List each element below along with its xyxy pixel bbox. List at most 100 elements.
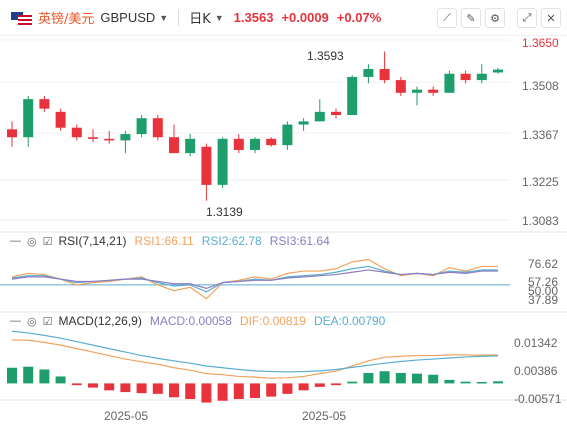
divider xyxy=(178,9,180,26)
flag-gbp-usd-icon xyxy=(10,10,34,25)
candle-body xyxy=(493,69,503,73)
macd-histogram-bar xyxy=(136,383,147,394)
price-axis-label: 1.3508 xyxy=(522,79,559,93)
high-annotation: 1.3593 xyxy=(307,49,344,63)
line-tool-icon[interactable]: ⟋ xyxy=(437,8,457,28)
macd-histogram-bar xyxy=(39,369,50,384)
candle-body xyxy=(55,111,66,128)
low-annotation: 1.3139 xyxy=(206,205,243,219)
candle-body xyxy=(39,99,50,109)
rsi3-value: RSI3:61.64 xyxy=(269,234,330,248)
candle-body xyxy=(347,76,358,116)
rsi-axis-label: 37.89 xyxy=(528,293,558,307)
close-icon[interactable]: ✕ xyxy=(541,8,561,28)
candle-body xyxy=(250,138,260,150)
minus-icon[interactable]: — xyxy=(10,315,21,327)
macd-histogram-bar xyxy=(217,383,228,401)
dif-value: DIF:0.00819 xyxy=(239,314,306,328)
price-axis-label: 1.3367 xyxy=(522,128,559,142)
macd-histogram-bar xyxy=(460,381,471,384)
candle-body xyxy=(379,68,390,81)
rsi1-value: RSI1:66.11 xyxy=(134,234,194,248)
macd-histogram-bar xyxy=(428,374,439,384)
candle-body xyxy=(298,121,309,125)
macd-histogram-bar xyxy=(331,383,341,386)
candle-body xyxy=(331,111,341,116)
candle-body xyxy=(217,138,228,185)
rsi-axis-label: 57.26 xyxy=(528,275,558,289)
macd-axis: 0.01342 0.00386 -0.00571 xyxy=(514,336,562,406)
candle-body xyxy=(412,89,422,93)
candle-body xyxy=(233,138,244,150)
candle-body xyxy=(266,138,277,146)
macd-value: MACD:0.00058 xyxy=(149,314,232,328)
dea-line xyxy=(11,330,499,373)
pencil-icon[interactable]: ✎ xyxy=(461,8,481,28)
grid xyxy=(0,39,567,401)
macd-histogram-bar xyxy=(412,373,422,384)
macd-axis-label: 0.00386 xyxy=(514,364,558,378)
chevron-down-icon[interactable]: ▼ xyxy=(159,12,169,23)
candle-body xyxy=(152,118,163,138)
price-change-percent: +0.07% xyxy=(336,10,382,25)
eye-icon[interactable]: ◎ xyxy=(27,235,37,248)
macd-histogram-bar xyxy=(71,383,82,386)
settings-icon[interactable]: ⚙ xyxy=(485,8,505,28)
candle-body xyxy=(395,80,406,93)
checkbox-icon[interactable]: ☑ xyxy=(42,235,53,248)
macd-histogram-bar xyxy=(169,383,179,398)
macd-histogram-bar xyxy=(266,383,277,397)
candle-body xyxy=(363,68,374,77)
macd-histogram-bar xyxy=(314,383,325,387)
macd-histogram-bar xyxy=(444,379,455,384)
dea-value: DEA:0.00790 xyxy=(313,314,386,328)
rsi2-line xyxy=(11,265,498,293)
minus-icon[interactable]: — xyxy=(10,235,21,247)
candlestick-series xyxy=(7,51,503,201)
period-chevron-down-icon[interactable]: ▼ xyxy=(214,12,224,23)
macd-histogram-bar xyxy=(493,381,503,384)
symbol-cn-name[interactable]: 英镑/美元 xyxy=(38,12,95,27)
candle-body xyxy=(314,111,325,122)
macd-histogram-bar xyxy=(88,383,98,388)
rsi-header: — ◎ ☑ RSI(7,14,21) RSI1:66.11 RSI2:62.78… xyxy=(10,234,330,248)
macd-histogram-bar xyxy=(379,371,390,384)
macd-histogram-bar xyxy=(104,383,115,391)
macd-histogram-bar xyxy=(201,383,212,403)
macd-axis-label: -0.00571 xyxy=(514,392,562,406)
x-axis-label: 2025-05 xyxy=(302,409,346,423)
macd-histogram-bar xyxy=(233,383,244,400)
macd-histogram-bar xyxy=(55,376,66,384)
checkbox-icon[interactable]: ☑ xyxy=(42,315,53,328)
candle-body xyxy=(201,146,212,185)
symbol-header: 英镑/美元 GBPUSD ▼ 日K ▼ 1.3563 +0.0009 +0.07… xyxy=(0,0,567,36)
macd-histogram-bar xyxy=(282,383,293,394)
macd-axis-label: 0.01342 xyxy=(514,336,558,350)
macd-histogram-bar xyxy=(363,372,374,384)
eye-icon[interactable]: ◎ xyxy=(27,315,37,328)
macd-histogram-bar xyxy=(395,372,406,384)
expand-icon[interactable]: ⤢ xyxy=(517,8,537,28)
candle-body xyxy=(71,127,82,138)
dif-line xyxy=(11,339,499,379)
chart-area[interactable]: 1.3650 1.3508 1.3367 1.3225 1.3083 1.359… xyxy=(0,36,567,431)
candle-body xyxy=(476,73,487,81)
macd-histogram-bar xyxy=(23,366,34,384)
macd-header: — ◎ ☑ MACD(12,26,9) MACD:0.00058 DIF:0.0… xyxy=(10,314,385,328)
price-axis-label: 1.3650 xyxy=(522,36,559,50)
rsi-axis-label: 50.00 xyxy=(528,284,558,298)
last-price: 1.3563 xyxy=(233,10,274,25)
candle-body xyxy=(23,99,34,138)
macd-histogram-bar xyxy=(298,383,309,391)
macd-histogram-bar xyxy=(476,382,487,384)
candle-body xyxy=(460,73,471,81)
rsi2-value: RSI2:62.78 xyxy=(201,234,262,248)
price-change: +0.0009 xyxy=(281,10,329,25)
period-selector[interactable]: 日K xyxy=(189,12,211,27)
rsi3-line xyxy=(11,269,498,290)
candle-body xyxy=(88,137,98,139)
candle-body xyxy=(104,138,115,141)
symbol-code[interactable]: GBPUSD xyxy=(100,10,156,25)
candle-body xyxy=(136,118,147,135)
candle-body xyxy=(444,73,455,93)
